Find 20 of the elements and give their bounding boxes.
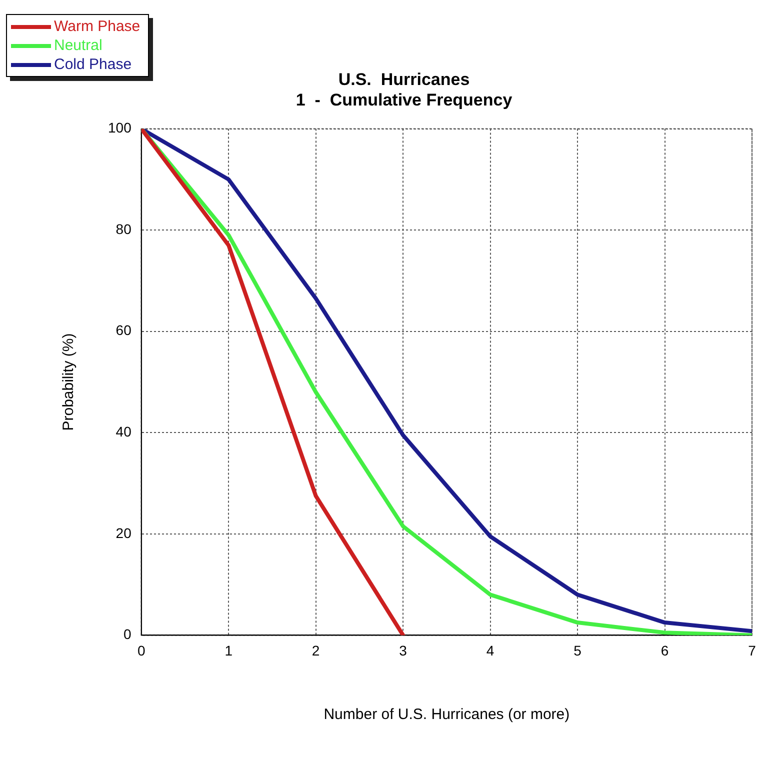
x-tick-label: 0 — [137, 642, 146, 658]
legend-label: Warm Phase — [54, 17, 140, 36]
x-tick-label: 2 — [312, 642, 320, 658]
x-tick-label: 3 — [399, 642, 408, 658]
legend-label: Cold Phase — [54, 55, 132, 74]
x-tick-label: 5 — [574, 642, 582, 658]
y-tick-label: 60 — [116, 322, 132, 338]
legend-label: Neutral — [54, 36, 102, 55]
y-tick-label: 20 — [116, 524, 132, 541]
chart-title: U.S. Hurricanes 1 - Cumulative Frequency — [296, 70, 513, 110]
x-axis-title: Number of U.S. Hurricanes (or more) — [324, 706, 570, 724]
x-tick-label: 7 — [748, 642, 756, 658]
y-tick-label: 100 — [108, 120, 132, 136]
x-tick-label: 1 — [224, 642, 233, 658]
y-axis-title: Probability (%) — [60, 333, 78, 431]
y-tick-label: 80 — [116, 220, 132, 237]
y-tick-label: 0 — [124, 626, 132, 642]
x-tick-label: 4 — [486, 642, 494, 658]
x-tick-label: 6 — [660, 642, 669, 658]
y-tick-label: 40 — [116, 424, 132, 440]
